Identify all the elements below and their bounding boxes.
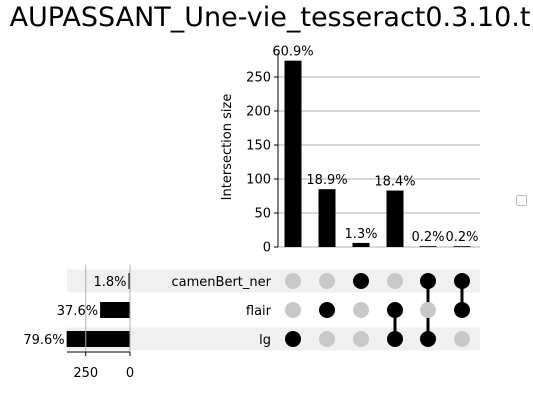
- set-size-bar: [128, 273, 130, 289]
- bar-data-label: 0.2%: [445, 230, 478, 245]
- matrix-dot-inactive: [319, 273, 335, 289]
- matrix-dot-inactive: [285, 302, 301, 318]
- matrix-row-stripe: [67, 269, 480, 293]
- y-tick-label: 50: [254, 207, 271, 222]
- bar-data-label: 18.4%: [374, 175, 415, 190]
- intersection-bar: [318, 189, 336, 247]
- set-size-label: 1.8%: [93, 275, 126, 290]
- matrix-dot-active: [420, 331, 436, 347]
- matrix-dot-active: [319, 302, 335, 318]
- bar-data-label: 18.9%: [306, 173, 347, 188]
- y-tick-label: 250: [246, 71, 271, 86]
- set-size-bar: [100, 302, 130, 318]
- matrix-dot-inactive: [454, 331, 470, 347]
- x-tick-label: 0: [126, 366, 134, 381]
- x-tick-label: 250: [73, 366, 98, 381]
- set-size-label: 37.6%: [57, 304, 98, 319]
- bar-data-label: 1.3%: [344, 227, 377, 242]
- chart-title: AUPASSANT_Une-vie_tesseract0.3.10.t: [9, 2, 531, 33]
- matrix-dot-inactive: [319, 331, 335, 347]
- intersection-bar: [284, 60, 302, 248]
- matrix-dot-active: [353, 273, 369, 289]
- matrix-dot-inactive: [353, 331, 369, 347]
- set-label: camenBert_ner: [172, 275, 272, 290]
- y-tick-label: 0: [263, 241, 271, 256]
- legend-marker: [516, 195, 527, 206]
- matrix-dot-active: [454, 302, 470, 318]
- y-tick-label: 200: [246, 105, 271, 120]
- matrix-dot-active: [454, 273, 470, 289]
- y-tick-label: 100: [246, 173, 271, 188]
- matrix-dot-active: [387, 302, 403, 318]
- intersection-bar: [419, 246, 437, 247]
- matrix-dot-active: [420, 273, 436, 289]
- intersection-bar: [352, 242, 370, 247]
- set-label: lg: [259, 333, 271, 348]
- set-label: flair: [246, 304, 272, 319]
- set-size-label: 79.6%: [23, 333, 64, 348]
- matrix-dot-inactive: [353, 302, 369, 318]
- matrix-dot-active: [285, 331, 301, 347]
- matrix-row-stripe: [67, 327, 480, 351]
- y-axis-label: Intersection size: [220, 94, 235, 201]
- matrix-dot-inactive: [285, 273, 301, 289]
- bar-data-label: 60.9%: [272, 45, 313, 60]
- intersection-bar: [453, 246, 471, 247]
- matrix-dot-inactive: [387, 273, 403, 289]
- matrix-dot-active: [387, 331, 403, 347]
- y-tick-label: 150: [246, 139, 271, 154]
- bar-data-label: 0.2%: [411, 230, 444, 245]
- set-size-bar: [66, 331, 130, 347]
- intersection-bar: [386, 190, 404, 247]
- matrix-dot-inactive: [420, 302, 436, 318]
